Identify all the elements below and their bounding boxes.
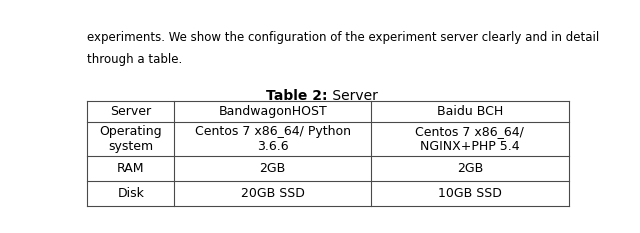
Text: 2GB: 2GB [457,162,483,175]
Text: RAM: RAM [117,162,145,175]
Text: Server: Server [110,105,151,118]
Text: Centos 7 x86_64/ Python
3.6.6: Centos 7 x86_64/ Python 3.6.6 [195,125,351,153]
Text: BandwagonHOST: BandwagonHOST [218,105,327,118]
Text: 10GB SSD: 10GB SSD [438,187,502,200]
Text: Operating
system: Operating system [99,125,162,153]
Text: experiments. We show the configuration of the experiment server clearly and in d: experiments. We show the configuration o… [88,31,600,44]
Text: 2GB: 2GB [260,162,286,175]
Text: through a table.: through a table. [88,53,182,66]
Text: Disk: Disk [117,187,144,200]
Text: Table 2:: Table 2: [266,89,328,103]
Text: 20GB SSD: 20GB SSD [241,187,305,200]
Text: Server: Server [328,89,378,103]
Text: Centos 7 x86_64/
NGINX+PHP 5.4: Centos 7 x86_64/ NGINX+PHP 5.4 [415,125,524,153]
Text: Baidu BCH: Baidu BCH [437,105,503,118]
